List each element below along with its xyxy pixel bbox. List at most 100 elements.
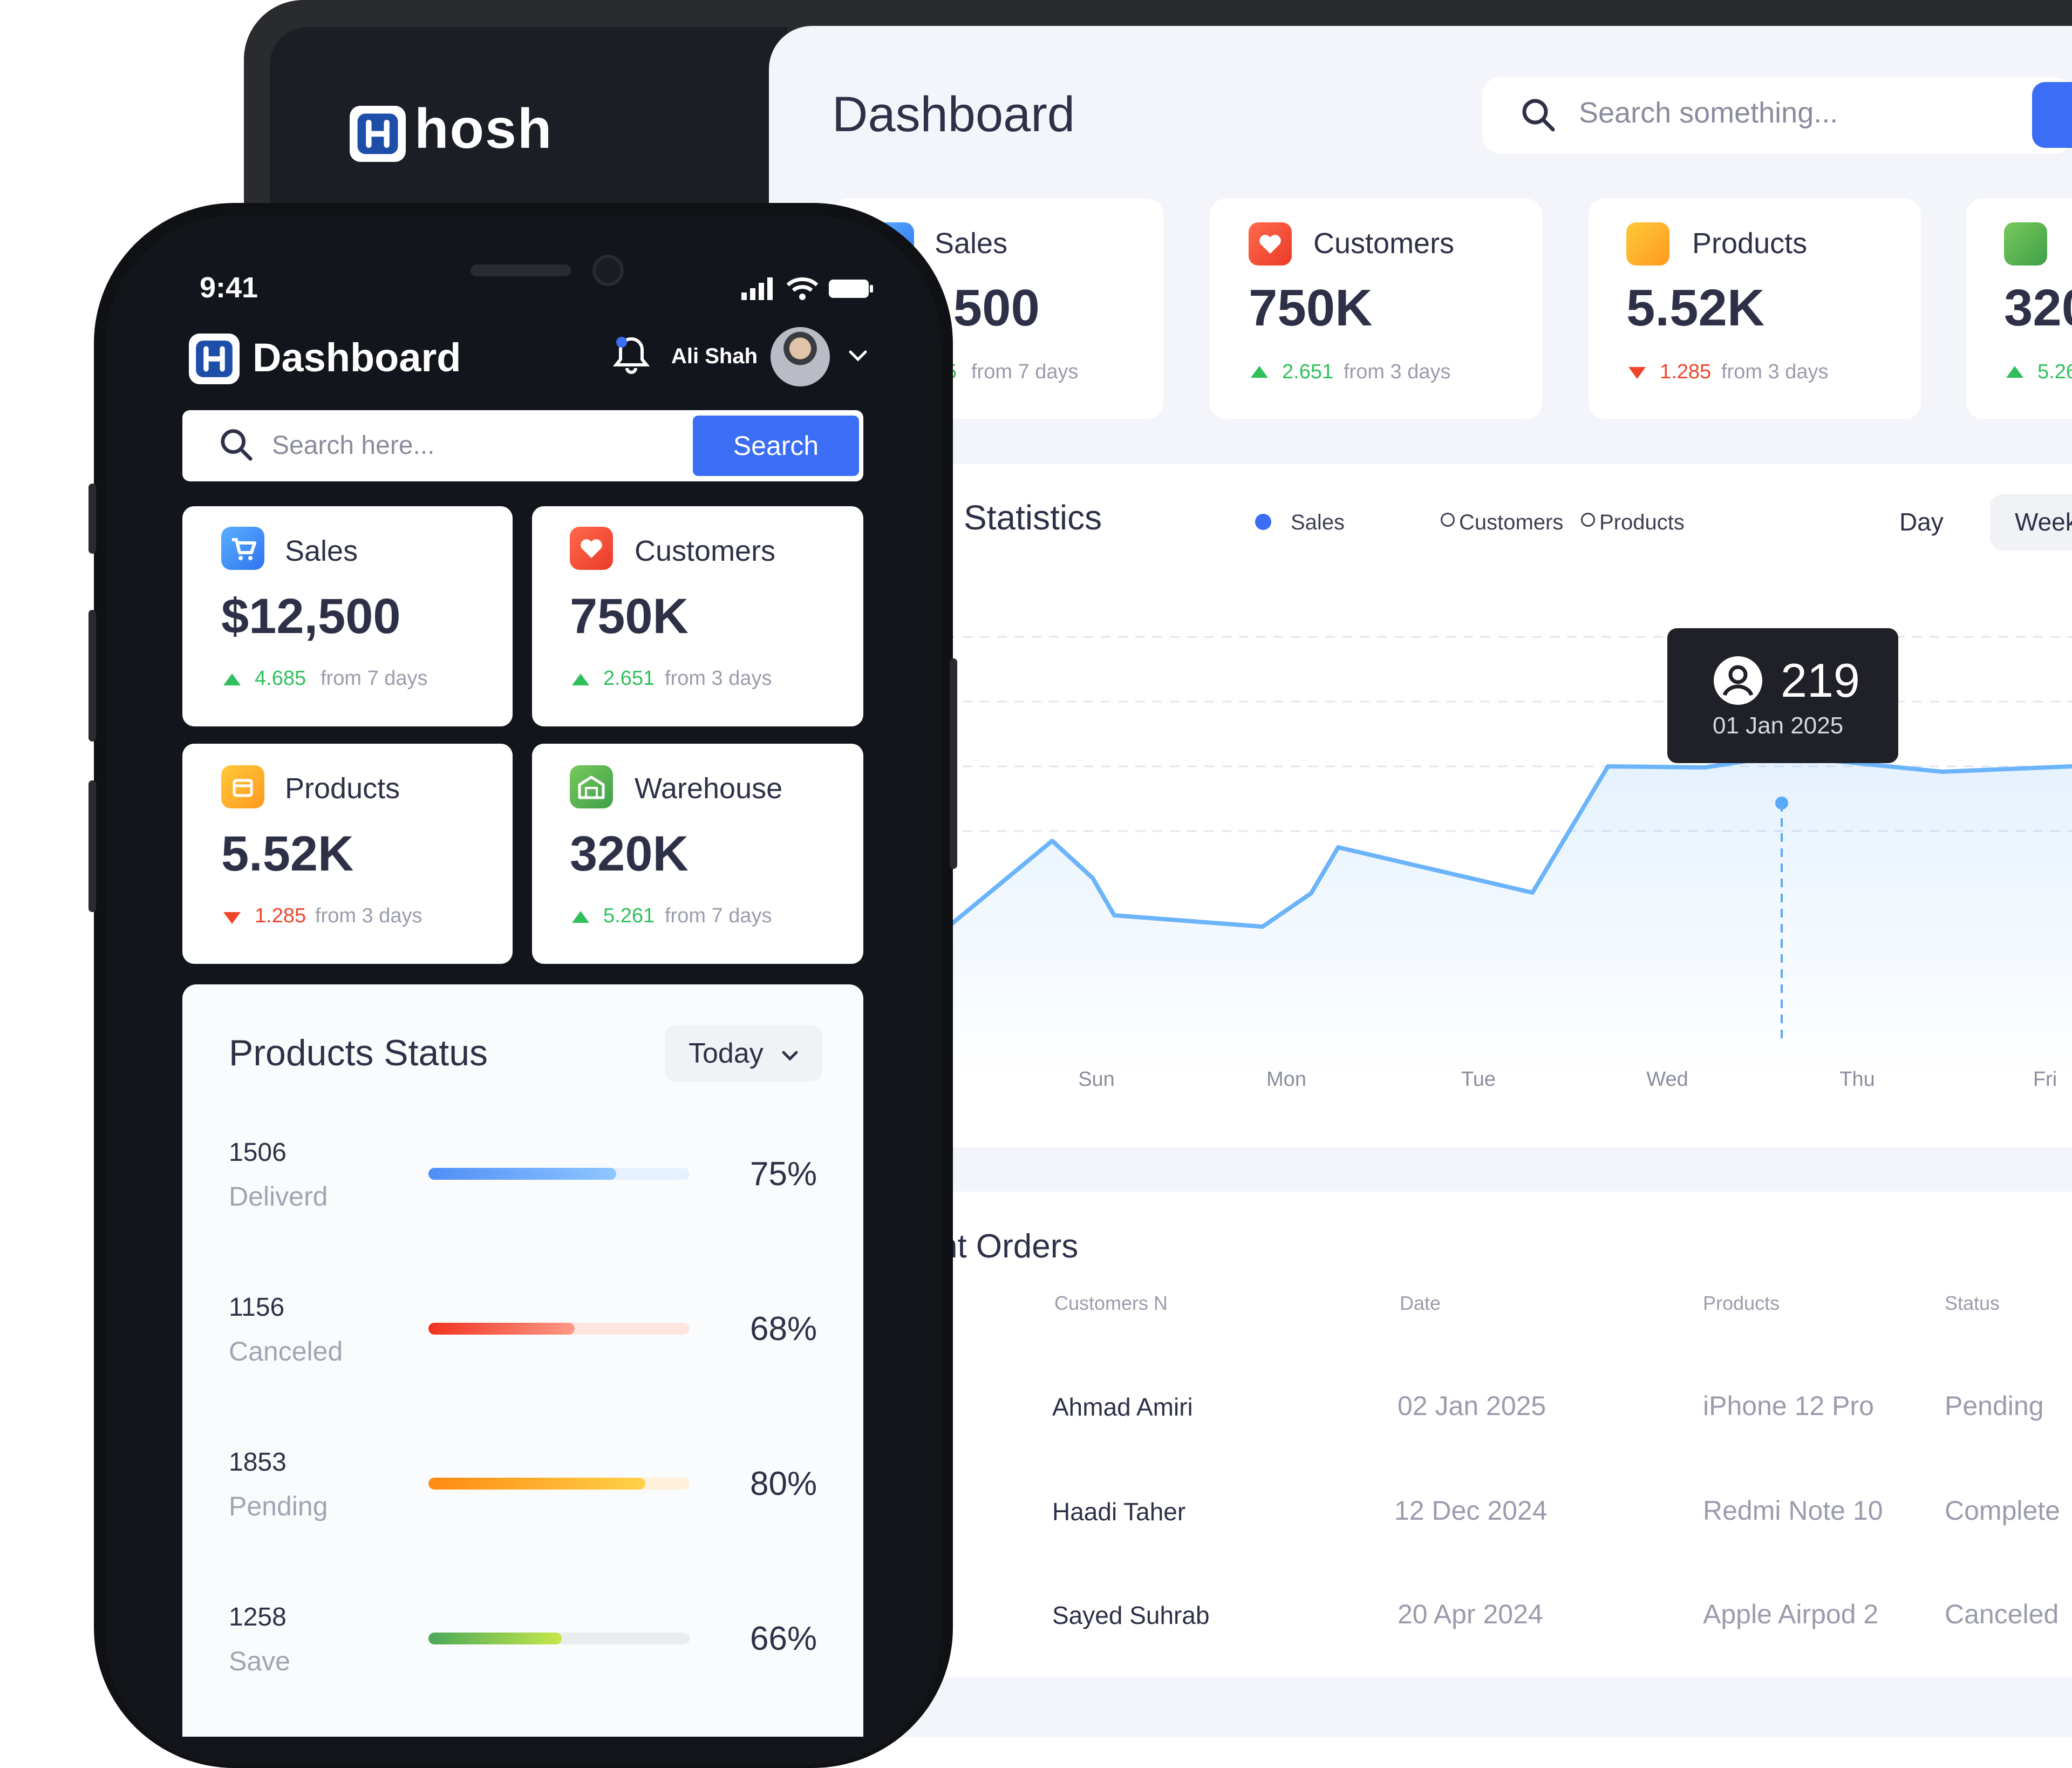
- status-label: Canceled: [229, 1336, 343, 1366]
- status-progress-fill: [428, 1323, 575, 1335]
- status-badge: Pending: [1945, 1391, 2044, 1421]
- status-progress-fill: [428, 1478, 645, 1490]
- trend-up-icon: [572, 911, 589, 923]
- table-header: Date: [1400, 1292, 1441, 1314]
- card-delta: 4.685: [255, 667, 306, 690]
- status-count: 1156: [229, 1293, 285, 1322]
- card-label: Sales: [285, 535, 358, 567]
- legend-dot-sales: [1255, 514, 1271, 530]
- battery-icon: [828, 277, 874, 300]
- status-label: Pending: [229, 1491, 328, 1521]
- user-icon: [1714, 656, 1762, 705]
- card-from: from 3 days: [1344, 361, 1451, 383]
- hover-point: [1775, 797, 1788, 810]
- heart-icon: [570, 527, 613, 570]
- table-header: Customers N: [1054, 1292, 1168, 1314]
- card-from: from 3 days: [665, 667, 772, 690]
- trend-down-icon: [223, 912, 241, 924]
- status-count: 1258: [229, 1603, 287, 1631]
- x-tick-label: Wed: [1646, 1068, 1688, 1091]
- card-value: 5.52K: [221, 826, 354, 881]
- trend-up-icon: [2006, 366, 2023, 378]
- brand-logo-icon: [350, 106, 406, 162]
- status-progress-track: [428, 1478, 690, 1490]
- wifi-icon: [786, 276, 819, 301]
- trend-up-icon: [223, 674, 241, 685]
- status-count: 1853: [229, 1448, 287, 1477]
- table-header: Products: [1703, 1292, 1780, 1314]
- card-delta: 1.285: [255, 905, 306, 927]
- legend-radio-products[interactable]: [1581, 513, 1595, 527]
- products-status-title: Products Status: [229, 1032, 488, 1073]
- search-icon: [1521, 97, 1556, 133]
- tab-week[interactable]: [1990, 494, 2072, 550]
- tooltip-value: 219: [1781, 654, 1860, 707]
- card-delta: 1.285: [1660, 361, 1712, 383]
- phone-page-title: Dashboard: [253, 335, 461, 380]
- phone-volume-down: [88, 780, 96, 912]
- search-button[interactable]: [2032, 82, 2072, 148]
- card-from: from 3 days: [315, 905, 422, 927]
- card-delta: 5.261: [603, 905, 655, 927]
- statistics-title: Statistics: [964, 498, 1102, 537]
- tooltip-date: 01 Jan 2025: [1713, 712, 1844, 739]
- table-cell: Sayed Suhrab: [1052, 1601, 1210, 1629]
- orders-panel: [842, 1192, 2072, 1677]
- table-cell: 02 Jan 2025: [1398, 1391, 1546, 1421]
- x-tick-label: Mon: [1266, 1068, 1306, 1091]
- brand-logo-icon: [189, 334, 240, 384]
- avatar[interactable]: [771, 327, 830, 386]
- chevron-down-icon[interactable]: [779, 1048, 801, 1064]
- status-percent: 68%: [750, 1310, 817, 1348]
- card-value: $12,500: [221, 589, 401, 644]
- sales-area: [842, 756, 2072, 1079]
- phone-side-button: [88, 484, 96, 554]
- table-cell: iPhone 12 Pro: [1703, 1391, 1874, 1421]
- card-value: 320: [2004, 279, 2072, 337]
- bell-icon[interactable]: [610, 332, 653, 376]
- phone-power-button: [950, 658, 957, 869]
- card-from: from 7 days: [971, 361, 1079, 383]
- card-label: Sales: [935, 227, 1008, 260]
- heart-icon: [1249, 222, 1292, 266]
- status-progress-track: [428, 1633, 690, 1644]
- user-name[interactable]: Ali Shah: [671, 344, 758, 368]
- legend-customers[interactable]: Customers: [1459, 511, 1564, 534]
- table-cell: Ahmad Amiri: [1052, 1393, 1193, 1421]
- phone-speaker: [471, 264, 571, 276]
- card-label: Customers: [1313, 227, 1455, 260]
- status-label: Save: [229, 1646, 290, 1676]
- orders-title: nt Orders: [939, 1228, 1079, 1265]
- brand-name: hosh: [414, 98, 553, 160]
- x-tick-label: Tue: [1461, 1068, 1496, 1091]
- phone-search-placeholder: Search here...: [272, 431, 435, 460]
- period-dropdown-label[interactable]: Today: [689, 1038, 764, 1069]
- table-cell: 12 Dec 2024: [1394, 1495, 1548, 1526]
- x-tick-label: Fri: [2033, 1068, 2057, 1091]
- legend-sales[interactable]: Sales: [1291, 511, 1345, 534]
- box-icon: [1626, 222, 1669, 266]
- legend-products[interactable]: Products: [1599, 511, 1685, 534]
- trend-up-icon: [1251, 366, 1268, 378]
- legend-radio-customers[interactable]: [1441, 513, 1455, 527]
- status-percent: 75%: [750, 1155, 817, 1193]
- tab-day[interactable]: Day: [1899, 508, 1944, 536]
- signal-icon: [740, 276, 778, 301]
- status-count: 1506: [229, 1138, 287, 1167]
- chevron-down-icon[interactable]: [847, 348, 869, 364]
- search-input[interactable]: [1483, 78, 2072, 153]
- card-label: Customers: [635, 535, 776, 567]
- card-value: ,500: [939, 279, 1040, 337]
- table-cell: Haadi Taher: [1052, 1498, 1186, 1526]
- status-progress-track: [428, 1168, 690, 1180]
- card-delta: 5.26: [2037, 361, 2072, 383]
- products-status-panel: [182, 984, 863, 1737]
- phone-camera: [592, 255, 624, 286]
- phone-search-button[interactable]: Search: [693, 416, 859, 476]
- card-label: Products: [1692, 227, 1808, 260]
- box-icon: [221, 765, 264, 808]
- tab-week-label[interactable]: Week: [2015, 508, 2072, 536]
- card-from: from 7 days: [665, 905, 772, 927]
- status-progress-fill: [428, 1168, 617, 1180]
- warehouse-icon: [2004, 222, 2047, 266]
